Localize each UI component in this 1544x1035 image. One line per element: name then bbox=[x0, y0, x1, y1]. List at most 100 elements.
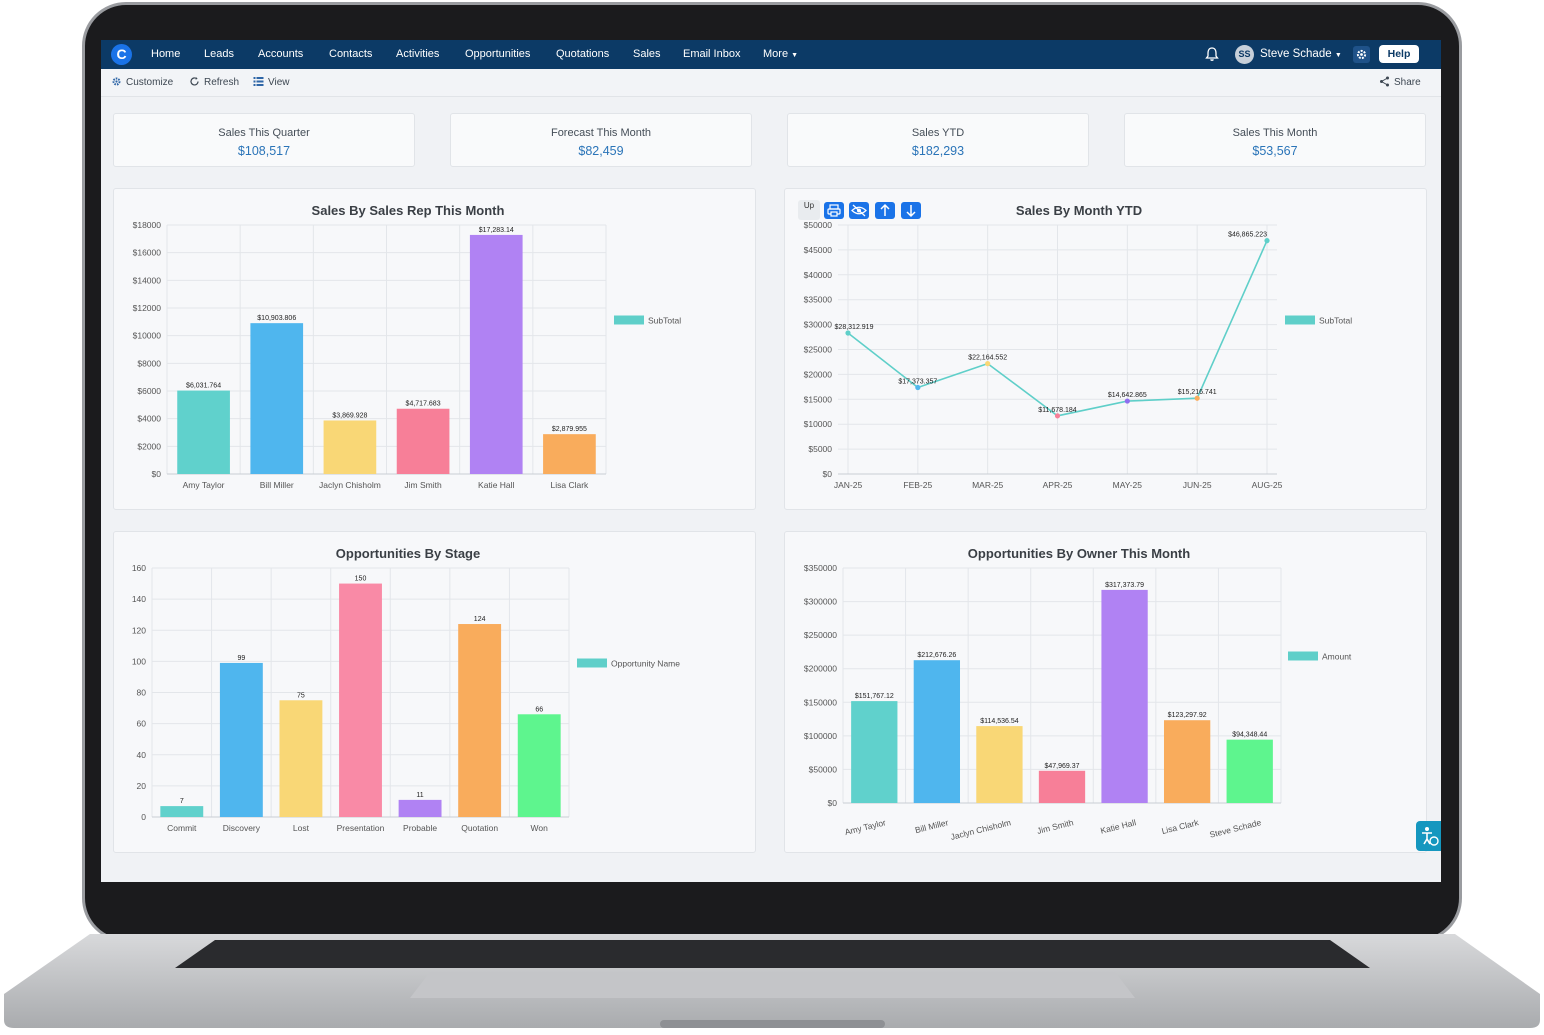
y-tick-label: 160 bbox=[132, 563, 146, 573]
legend-swatch bbox=[1288, 651, 1318, 661]
y-tick-label: $12000 bbox=[133, 303, 162, 313]
refresh-button[interactable]: Refresh bbox=[189, 69, 239, 96]
data-label: $114,536.54 bbox=[980, 718, 1019, 725]
view-label: View bbox=[268, 77, 290, 88]
nav-more[interactable]: More ▼ bbox=[763, 40, 798, 69]
panel-opportunities-by-owner: Opportunities By Owner This Month $0 $5000… bbox=[784, 531, 1427, 853]
y-tick-label: $50000 bbox=[804, 220, 833, 230]
view-button[interactable]: View bbox=[253, 69, 290, 96]
nav-leads[interactable]: Leads bbox=[204, 48, 234, 60]
y-tick-label: 60 bbox=[137, 719, 147, 729]
legend-label: SubTotal bbox=[648, 316, 681, 326]
data-point bbox=[845, 330, 851, 336]
user-menu[interactable]: Steve Schade ▼ bbox=[1260, 40, 1342, 69]
nav-email-inbox[interactable]: Email Inbox bbox=[683, 48, 741, 60]
dashboard-toolbar: Customize Refresh View Share bbox=[101, 69, 1441, 97]
bell-icon[interactable] bbox=[1204, 46, 1220, 62]
x-tick-label: APR-25 bbox=[1043, 480, 1073, 490]
legend-swatch bbox=[1285, 315, 1315, 325]
y-tick-label: $16000 bbox=[133, 248, 162, 258]
kpi-sales-this-quarter[interactable]: Sales This Quarter $108,517 bbox=[113, 113, 415, 167]
legend-label: Opportunity Name bbox=[611, 659, 680, 669]
nav-activities[interactable]: Activities bbox=[396, 48, 440, 60]
y-tick-label: $5000 bbox=[808, 444, 832, 454]
data-label: $123,297.92 bbox=[1168, 712, 1207, 719]
y-tick-label: $15000 bbox=[804, 394, 833, 404]
x-tick-label: Bill Miller bbox=[260, 480, 294, 490]
y-tick-label: $0 bbox=[152, 469, 162, 479]
x-tick-label: Steve Schade bbox=[1208, 817, 1262, 840]
legend-label: Amount bbox=[1322, 652, 1352, 662]
x-tick-label: Probable bbox=[403, 823, 437, 833]
kpi-sales-this-month[interactable]: Sales This Month $53,567 bbox=[1124, 113, 1426, 167]
bar bbox=[219, 662, 263, 817]
data-label: $317,373.79 bbox=[1105, 582, 1144, 589]
kpi-forecast-this-month[interactable]: Forecast This Month $82,459 bbox=[450, 113, 752, 167]
kpi-sales-ytd[interactable]: Sales YTD $182,293 bbox=[787, 113, 1089, 167]
print-button[interactable] bbox=[824, 202, 844, 219]
x-tick-label: Jaclyn Chisholm bbox=[319, 480, 381, 490]
y-tick-label: 0 bbox=[141, 812, 146, 822]
data-label: $11,678.184 bbox=[1038, 407, 1077, 414]
x-tick-label: Lisa Clark bbox=[551, 480, 590, 490]
help-button[interactable]: Help bbox=[1379, 45, 1419, 63]
data-point bbox=[1264, 238, 1270, 244]
bar bbox=[396, 408, 450, 474]
kpi-label: Sales YTD bbox=[911, 127, 965, 139]
bar bbox=[177, 390, 230, 474]
y-tick-label: $0 bbox=[823, 469, 833, 479]
y-tick-label: $8000 bbox=[137, 358, 161, 368]
y-tick-label: 120 bbox=[132, 625, 146, 635]
data-label: $212,676.26 bbox=[917, 652, 956, 659]
bar bbox=[1101, 589, 1148, 803]
data-label: $10,903.806 bbox=[257, 315, 296, 322]
chart-title: Sales By Sales Rep This Month bbox=[312, 203, 505, 218]
data-label: $15,216.741 bbox=[1178, 389, 1217, 396]
nav-opportunities[interactable]: Opportunities bbox=[465, 48, 531, 60]
kpi-label: Forecast This Month bbox=[550, 127, 652, 139]
move-down-button[interactable] bbox=[901, 202, 921, 219]
list-icon bbox=[253, 77, 264, 86]
data-point bbox=[985, 361, 991, 367]
x-tick-label: Katie Hall bbox=[478, 480, 514, 490]
kpi-label: Sales This Month bbox=[1232, 127, 1318, 139]
x-tick-label: AUG-25 bbox=[1252, 480, 1283, 490]
move-up-button[interactable] bbox=[875, 202, 895, 219]
nav-quotations[interactable]: Quotations bbox=[556, 48, 610, 60]
customize-button[interactable]: Customize bbox=[111, 69, 173, 96]
data-label: $17,373.357 bbox=[898, 378, 937, 385]
data-point bbox=[1054, 413, 1061, 419]
accessibility-icon bbox=[1422, 827, 1439, 846]
data-label: $47,969.37 bbox=[1044, 763, 1079, 770]
hide-button[interactable] bbox=[849, 202, 869, 219]
y-tick-label: $14000 bbox=[133, 275, 162, 285]
panel-sales-by-rep: Sales By Sales Rep This Month $0 $2000 $400… bbox=[113, 188, 756, 510]
share-button[interactable]: Share bbox=[1379, 69, 1421, 96]
x-tick-label: Amy Taylor bbox=[183, 480, 225, 490]
data-label: 7 bbox=[180, 798, 184, 805]
y-tick-label: $40000 bbox=[804, 270, 833, 280]
user-name: Steve Schade bbox=[1260, 48, 1332, 60]
data-label: $4,717.683 bbox=[406, 401, 441, 408]
app-logo[interactable]: C bbox=[111, 44, 132, 65]
accessibility-button[interactable] bbox=[1416, 821, 1441, 851]
opportunities-by-stage-chart: Opportunities By Stage 0 20 40 60 80 100 120 140… bbox=[132, 546, 680, 833]
avatar[interactable]: SS bbox=[1235, 45, 1254, 64]
move-up-label[interactable]: Up bbox=[798, 200, 820, 220]
nav-sales[interactable]: Sales bbox=[633, 48, 661, 60]
share-icon bbox=[1380, 76, 1389, 87]
opportunities-by-owner-chart: Opportunities By Owner This Month $0 $5000… bbox=[804, 546, 1352, 842]
x-tick-label: FEB-25 bbox=[903, 480, 932, 490]
settings-button[interactable] bbox=[1353, 46, 1370, 63]
data-label: $6,031.764 bbox=[186, 383, 221, 390]
bar bbox=[517, 714, 561, 817]
nav-home[interactable]: Home bbox=[151, 48, 181, 60]
nav-contacts[interactable]: Contacts bbox=[329, 48, 373, 60]
nav-more-label: More bbox=[763, 48, 789, 60]
y-tick-label: $20000 bbox=[804, 369, 833, 379]
nav-accounts[interactable]: Accounts bbox=[258, 48, 304, 60]
kpi-value: $53,567 bbox=[1252, 144, 1298, 158]
data-label: $94,348.44 bbox=[1232, 732, 1267, 739]
print-icon bbox=[827, 204, 841, 217]
x-tick-label: JUN-25 bbox=[1183, 480, 1212, 490]
